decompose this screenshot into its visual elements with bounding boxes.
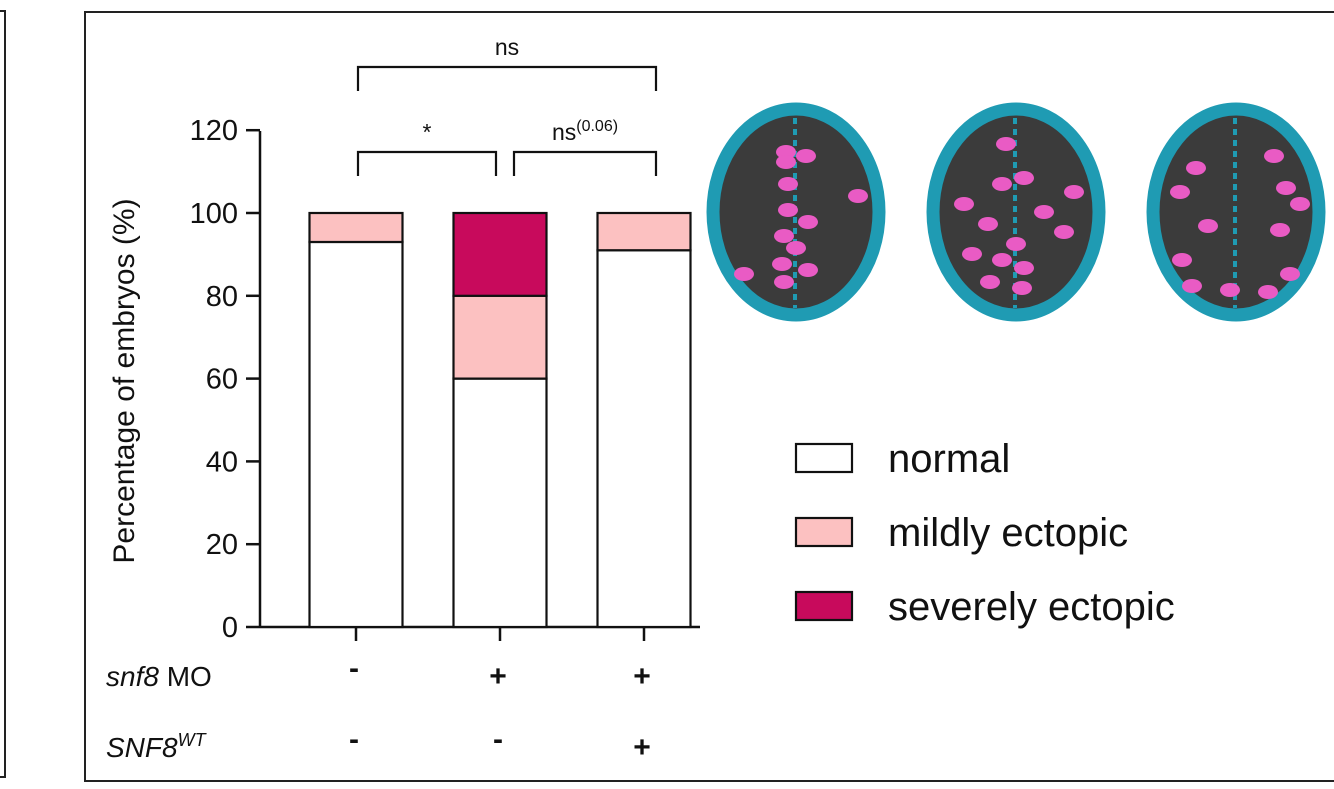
y-axis-label: Percentage of embryos (%) [108, 198, 141, 563]
embryo-cell [992, 177, 1012, 191]
significance-label: ns [495, 34, 519, 60]
embryo-cell [1276, 181, 1296, 195]
significance-bracket [512, 150, 658, 176]
legend-swatch [794, 516, 854, 548]
embryo-cell [772, 257, 792, 271]
condition-value: - [493, 723, 503, 756]
significance-bracket [356, 65, 658, 91]
embryo-cell [786, 241, 806, 255]
embryo-cell [774, 275, 794, 289]
embryo-cell [776, 145, 796, 159]
bar-segment-mildly-ectopic [596, 211, 692, 252]
y-tick-label: 0 [222, 612, 238, 644]
legend-swatch [794, 590, 854, 622]
y-tick-label: 120 [190, 115, 238, 147]
bars [308, 211, 692, 629]
embryo-cell [1280, 267, 1300, 281]
embryo-cell [1006, 237, 1026, 251]
condition-value: + [633, 731, 651, 764]
embryo-cell [1034, 205, 1054, 219]
embryo-cell [776, 155, 796, 169]
condition-value: + [633, 660, 651, 693]
embryo-cell [1186, 161, 1206, 175]
legend-label: severely ectopic [888, 585, 1175, 629]
condition-label: snf8 MO [106, 661, 212, 692]
embryo-cell [778, 177, 798, 191]
embryo-cell [734, 267, 754, 281]
embryo-cell [1064, 185, 1084, 199]
embryo-cell [1012, 281, 1032, 295]
embryo-cell [1054, 225, 1074, 239]
figure-frame [84, 11, 1334, 782]
embryo-cell [1258, 285, 1278, 299]
condition-label: SNF8WT [106, 730, 208, 763]
left-panel-edge [0, 10, 6, 778]
embryo-cell [798, 263, 818, 277]
y-tick-label: 80 [206, 281, 238, 313]
y-ticks: 0 20 40 60 80 100 120 [190, 115, 260, 644]
y-tick-label: 20 [206, 529, 238, 561]
bar-segment-severely-ectopic [452, 211, 548, 297]
significance-label: ns(0.06) [552, 118, 618, 145]
condition-value: - [349, 723, 359, 756]
significance-bracket [356, 150, 498, 176]
legend: normal mildly ectopic severely ectopic [794, 437, 1175, 629]
embryo-illustrations [706, 102, 1326, 322]
embryo-cell [1198, 219, 1218, 233]
embryo-cell [992, 253, 1012, 267]
embryo-cell [778, 203, 798, 217]
significance-label: * [423, 119, 432, 145]
embryo-cell [1290, 197, 1310, 211]
bar-segment-mildly-ectopic [452, 294, 548, 380]
condition-value: - [349, 652, 359, 685]
embryo-cell [848, 189, 868, 203]
x-ticks [354, 627, 646, 641]
embryo-cell [962, 247, 982, 261]
significance-brackets: ns * ns(0.06) [356, 34, 658, 176]
bar-segment-mildly-ectopic [308, 211, 404, 244]
legend-label: normal [888, 437, 1010, 481]
embryo-cell [1264, 149, 1284, 163]
embryo-cell [1014, 261, 1034, 275]
embryo-cell [978, 217, 998, 231]
embryo-cell [1014, 171, 1034, 185]
embryo-cell [954, 197, 974, 211]
bar-segment-normal [452, 377, 548, 629]
bar-segment-normal [308, 240, 404, 629]
embryo-cell [996, 137, 1016, 151]
embryo-cell [980, 275, 1000, 289]
embryo-cell [1220, 283, 1240, 297]
y-tick-label: 40 [206, 446, 238, 478]
embryo-cell [1172, 253, 1192, 267]
y-tick-label: 100 [190, 198, 238, 230]
embryo-cell [796, 149, 816, 163]
bar-segment-normal [596, 249, 692, 629]
embryo-cell [798, 215, 818, 229]
embryo-cell [1170, 185, 1190, 199]
condition-value: + [489, 660, 507, 693]
embryo-cell [1270, 223, 1290, 237]
legend-swatch [794, 442, 854, 474]
embryo-cell [774, 229, 794, 243]
condition-table: snf8 MO - + + SNF8WT - - + [106, 652, 651, 764]
embryo-cell [1182, 279, 1202, 293]
legend-label: mildly ectopic [888, 511, 1128, 555]
y-tick-label: 60 [206, 364, 238, 396]
